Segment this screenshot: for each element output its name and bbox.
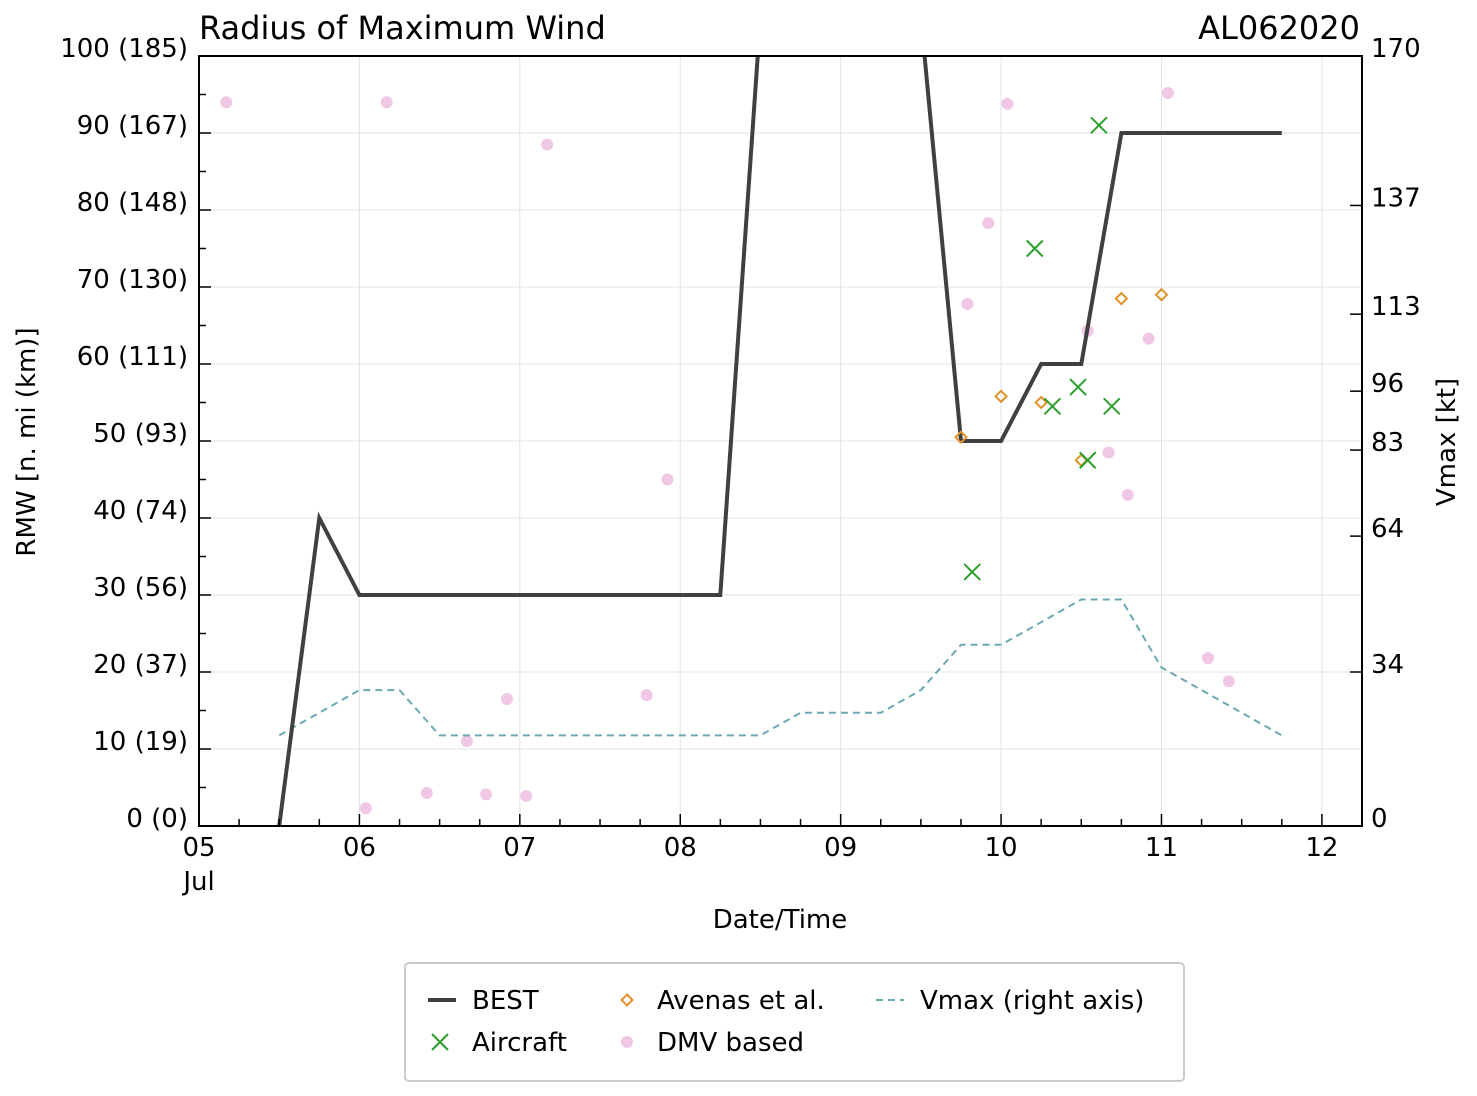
dmv-point (1161, 86, 1174, 99)
legend-label: DMV based (657, 1028, 804, 1058)
y2-tick-label: 0 (1371, 804, 1388, 834)
x-stroke (1026, 239, 1044, 258)
dmv-point (1102, 446, 1115, 459)
x-tick-label: 07 (503, 833, 536, 863)
y-tick-label: 40 (74) (93, 496, 188, 526)
storm-id: AL062020 (1198, 9, 1360, 47)
dmv-series (220, 86, 1235, 815)
aircraft-point (963, 563, 981, 581)
x-stroke (1043, 397, 1062, 416)
dmv-point (982, 217, 995, 230)
avenas-point (1114, 291, 1129, 306)
dmv-point (500, 692, 513, 705)
legend-entry: Aircraft (431, 1028, 567, 1058)
dmv-point (541, 138, 554, 151)
y-tick-label: 10 (19) (93, 727, 188, 757)
x-stroke (431, 1033, 449, 1051)
y-tick-label: 50 (93) (93, 419, 188, 449)
x-stroke (1103, 397, 1121, 416)
dmv-point (359, 802, 372, 815)
legend-entry: Vmax (right axis) (876, 986, 1144, 1016)
dmv-point (220, 96, 233, 109)
chart-title: Radius of Maximum Wind (199, 9, 606, 47)
y-tick-label: 70 (130) (77, 265, 188, 295)
dmv-point (961, 297, 974, 310)
avenas-point (1034, 395, 1049, 410)
dmv-point (460, 735, 473, 748)
y2-tick-label: 34 (1371, 650, 1404, 680)
y-tick-label: 60 (111) (77, 342, 188, 372)
legend-label: Avenas et al. (657, 986, 825, 1016)
legend-entry: DMV based (621, 1028, 804, 1058)
plot-area (220, 56, 1283, 826)
aircraft-point (1043, 397, 1062, 416)
x-stroke (1090, 116, 1108, 135)
dmv-point (520, 789, 533, 802)
y2-tick-label: 113 (1371, 292, 1421, 322)
avenas-point (1154, 287, 1169, 302)
avenas-point (994, 389, 1008, 404)
x-tick-label: 12 (1305, 833, 1338, 863)
aircraft-point (1090, 116, 1108, 135)
x-tick-label: 10 (985, 833, 1018, 863)
legend-entry: Avenas et al. (620, 986, 825, 1016)
legend-entry: BEST (428, 986, 539, 1016)
dmv-point (480, 788, 493, 801)
y-tick-label: 30 (56) (93, 573, 188, 603)
avenas-point (954, 430, 968, 445)
axes-ticks: 05 Jul 06 07 08 09 10 11 12 0 (0) 10 (19) 20 (37) 30… (60, 34, 1420, 897)
dmv-point (1121, 488, 1134, 501)
legend-handle (431, 1033, 449, 1051)
y-axis-label: RMW [n. mi (km)] (12, 327, 42, 556)
x-tick-label: 08 (664, 833, 697, 863)
x-tick-label: 11 (1145, 833, 1178, 863)
aircraft-point (1069, 378, 1087, 396)
x-stroke (1078, 451, 1097, 469)
legend-label: BEST (472, 986, 539, 1016)
aircraft-point (1078, 451, 1097, 469)
y2-tick-label: 64 (1371, 514, 1404, 544)
legend-box (404, 962, 1185, 1082)
y-tick-label: 0 (0) (126, 804, 188, 834)
y2-axis-label: Vmax [kt] (1432, 378, 1462, 506)
dmv-point (1001, 97, 1014, 110)
legend-handle (621, 1036, 633, 1048)
y-tick-label: 80 (148) (77, 188, 188, 218)
dmv-point (1202, 652, 1215, 665)
aircraft-point (1103, 397, 1121, 416)
dmv-point (1142, 332, 1155, 345)
x-tick-label: 06 (343, 833, 376, 863)
legend-handle (620, 993, 634, 1007)
y-tick-label: 90 (167) (77, 111, 188, 141)
aircraft-series (963, 116, 1121, 581)
best-track-line (277, 56, 1282, 826)
x-stroke (963, 563, 981, 581)
vmax-line (278, 598, 1283, 737)
x-tick-label: 05 (182, 833, 215, 863)
y2-tick-label: 137 (1371, 183, 1421, 213)
legend-label: Aircraft (472, 1028, 567, 1058)
aircraft-point (1026, 239, 1044, 258)
dmv-point (380, 96, 393, 109)
y-tick-label: 20 (37) (93, 650, 188, 680)
y2-tick-label: 170 (1371, 34, 1421, 64)
x-tick-sublabel: Jul (181, 867, 214, 897)
x-axis-label: Date/Time (713, 905, 848, 935)
y-tick-label: 100 (185) (60, 34, 188, 64)
dmv-point (661, 473, 674, 486)
grid (198, 55, 1362, 827)
x-stroke (1069, 378, 1087, 396)
x-tick-label: 09 (824, 833, 857, 863)
legend: BEST Avenas et al. Vmax (right axis) Aircra… (404, 962, 1185, 1082)
legend-label: Vmax (right axis) (920, 986, 1144, 1016)
dmv-point (1222, 675, 1235, 688)
y2-tick-label: 96 (1371, 369, 1404, 399)
dmv-point (420, 786, 433, 799)
dmv-point (640, 689, 653, 702)
y2-tick-label: 83 (1371, 428, 1404, 458)
